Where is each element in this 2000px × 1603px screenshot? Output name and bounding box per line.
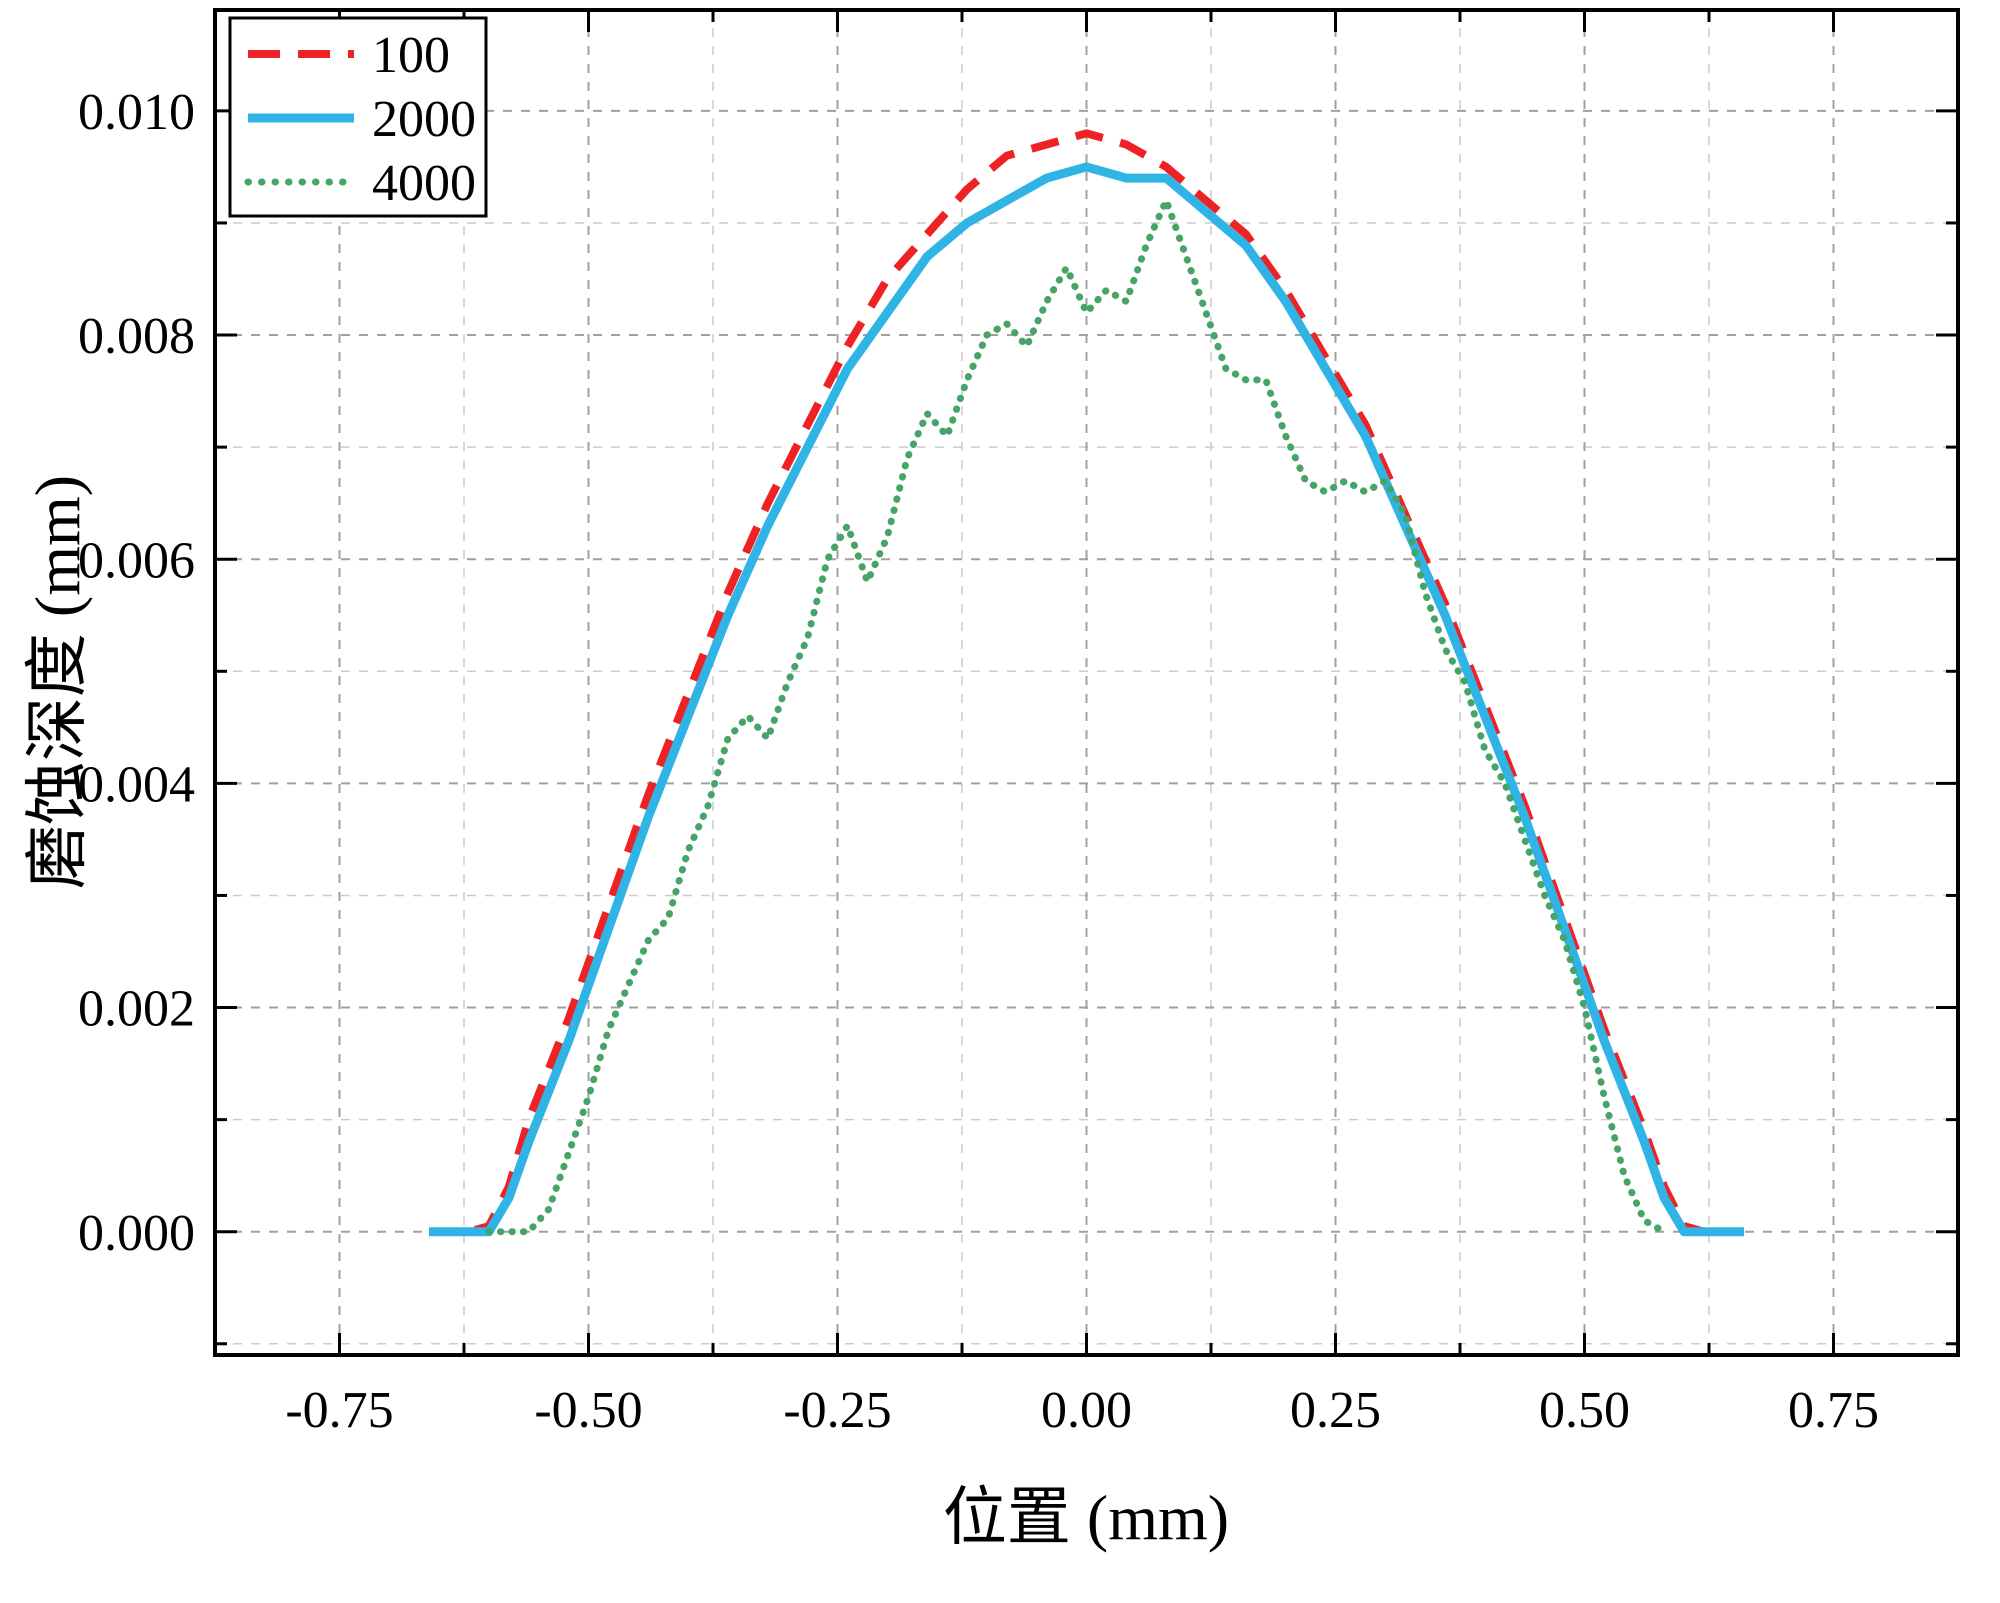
x-tick-label: 0.75 xyxy=(1788,1382,1879,1439)
x-tick-label: 0.25 xyxy=(1290,1382,1381,1439)
y-tick-label: 0.006 xyxy=(78,532,195,589)
series-line-2000 xyxy=(429,162,1744,1237)
y-tick-label: 0.010 xyxy=(78,84,195,141)
y-tick-label: 0.000 xyxy=(78,1205,195,1262)
x-tick-label: 0.50 xyxy=(1539,1382,1630,1439)
y-axis-title: 磨蚀深度 (mm) xyxy=(22,474,93,890)
legend-label-100: 100 xyxy=(372,27,450,84)
x-axis-title: 位置 (mm) xyxy=(942,1482,1230,1553)
series-line-100 xyxy=(429,129,1744,1236)
series-line-4000 xyxy=(485,197,1668,1236)
x-tick-label: -0.50 xyxy=(534,1382,642,1439)
legend-label-4000: 4000 xyxy=(372,155,476,212)
y-tick-label: 0.008 xyxy=(78,308,195,365)
x-tick-label: 0.00 xyxy=(1041,1382,1132,1439)
y-tick-label: 0.004 xyxy=(78,757,195,814)
x-tick-label: -0.25 xyxy=(783,1382,891,1439)
x-tick-label: -0.75 xyxy=(285,1382,393,1439)
legend-label-2000: 2000 xyxy=(372,91,476,148)
y-tick-label: 0.002 xyxy=(78,981,195,1038)
